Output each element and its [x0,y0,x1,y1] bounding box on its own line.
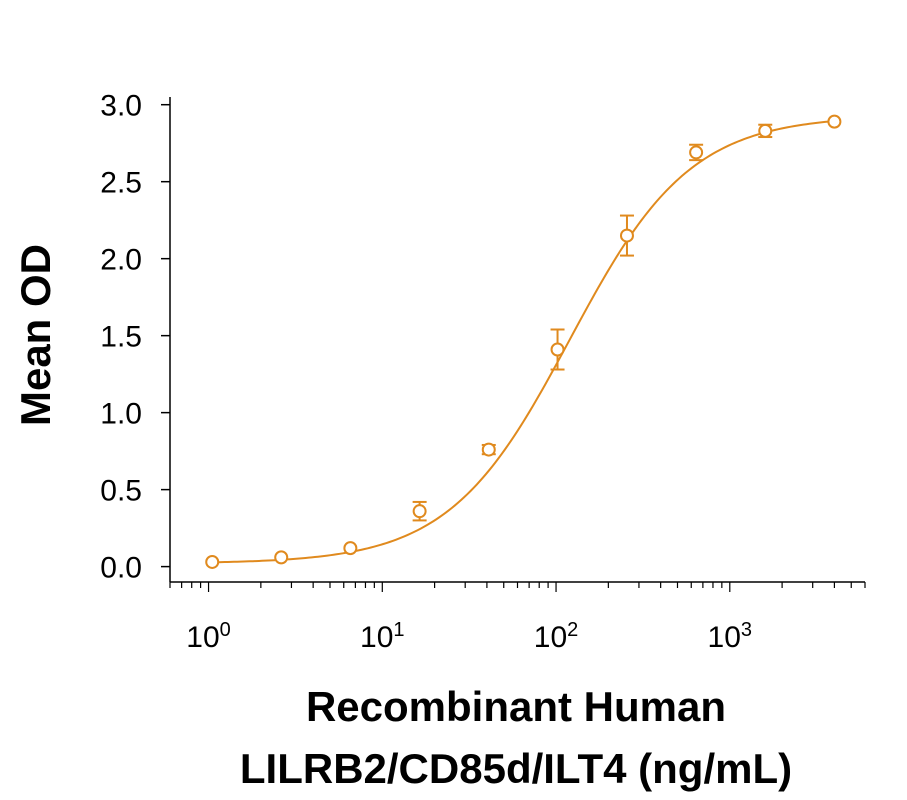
data-point-2 [343,541,358,556]
y-tick-label-4: 2.0 [100,244,142,277]
data-point-4 [481,442,496,457]
y-axis-title: Mean OD [12,244,59,426]
data-point-8 [758,123,773,138]
y-tick-label-5: 2.5 [100,167,142,200]
data-points-layer [205,114,842,569]
y-tick-label-2: 1.0 [100,398,142,431]
x-tick-label-2: 102 [534,619,579,654]
data-point-1 [274,550,289,565]
y-tick-label-3: 1.5 [100,321,142,354]
x-axis-title-line-2: LILRB2/CD85d/ILT4 (ng/mL) [240,745,792,792]
fit-curve-layer [212,120,835,564]
tick-labels-layer: 0.0 0.5 1.0 1.5 2.0 2.5 3.0 100 101 102 103 [100,90,752,654]
x-tick-label-3: 103 [708,619,753,654]
x-tick-label-1: 101 [360,619,405,654]
data-point-9 [827,114,842,129]
data-point-0 [205,554,220,569]
data-point-3 [412,504,427,519]
x-tick-label-0: 100 [186,619,231,654]
data-point-5 [550,342,565,357]
y-tick-label-1: 0.5 [100,475,142,508]
axes [161,97,866,592]
y-tick-label-0: 0.0 [100,552,142,585]
fit-curve-0 [212,120,835,564]
data-point-7 [689,145,704,160]
x-axis-title-line-1: Recombinant Human [306,683,726,730]
y-tick-label-6: 3.0 [100,90,142,123]
data-point-6 [619,228,634,243]
